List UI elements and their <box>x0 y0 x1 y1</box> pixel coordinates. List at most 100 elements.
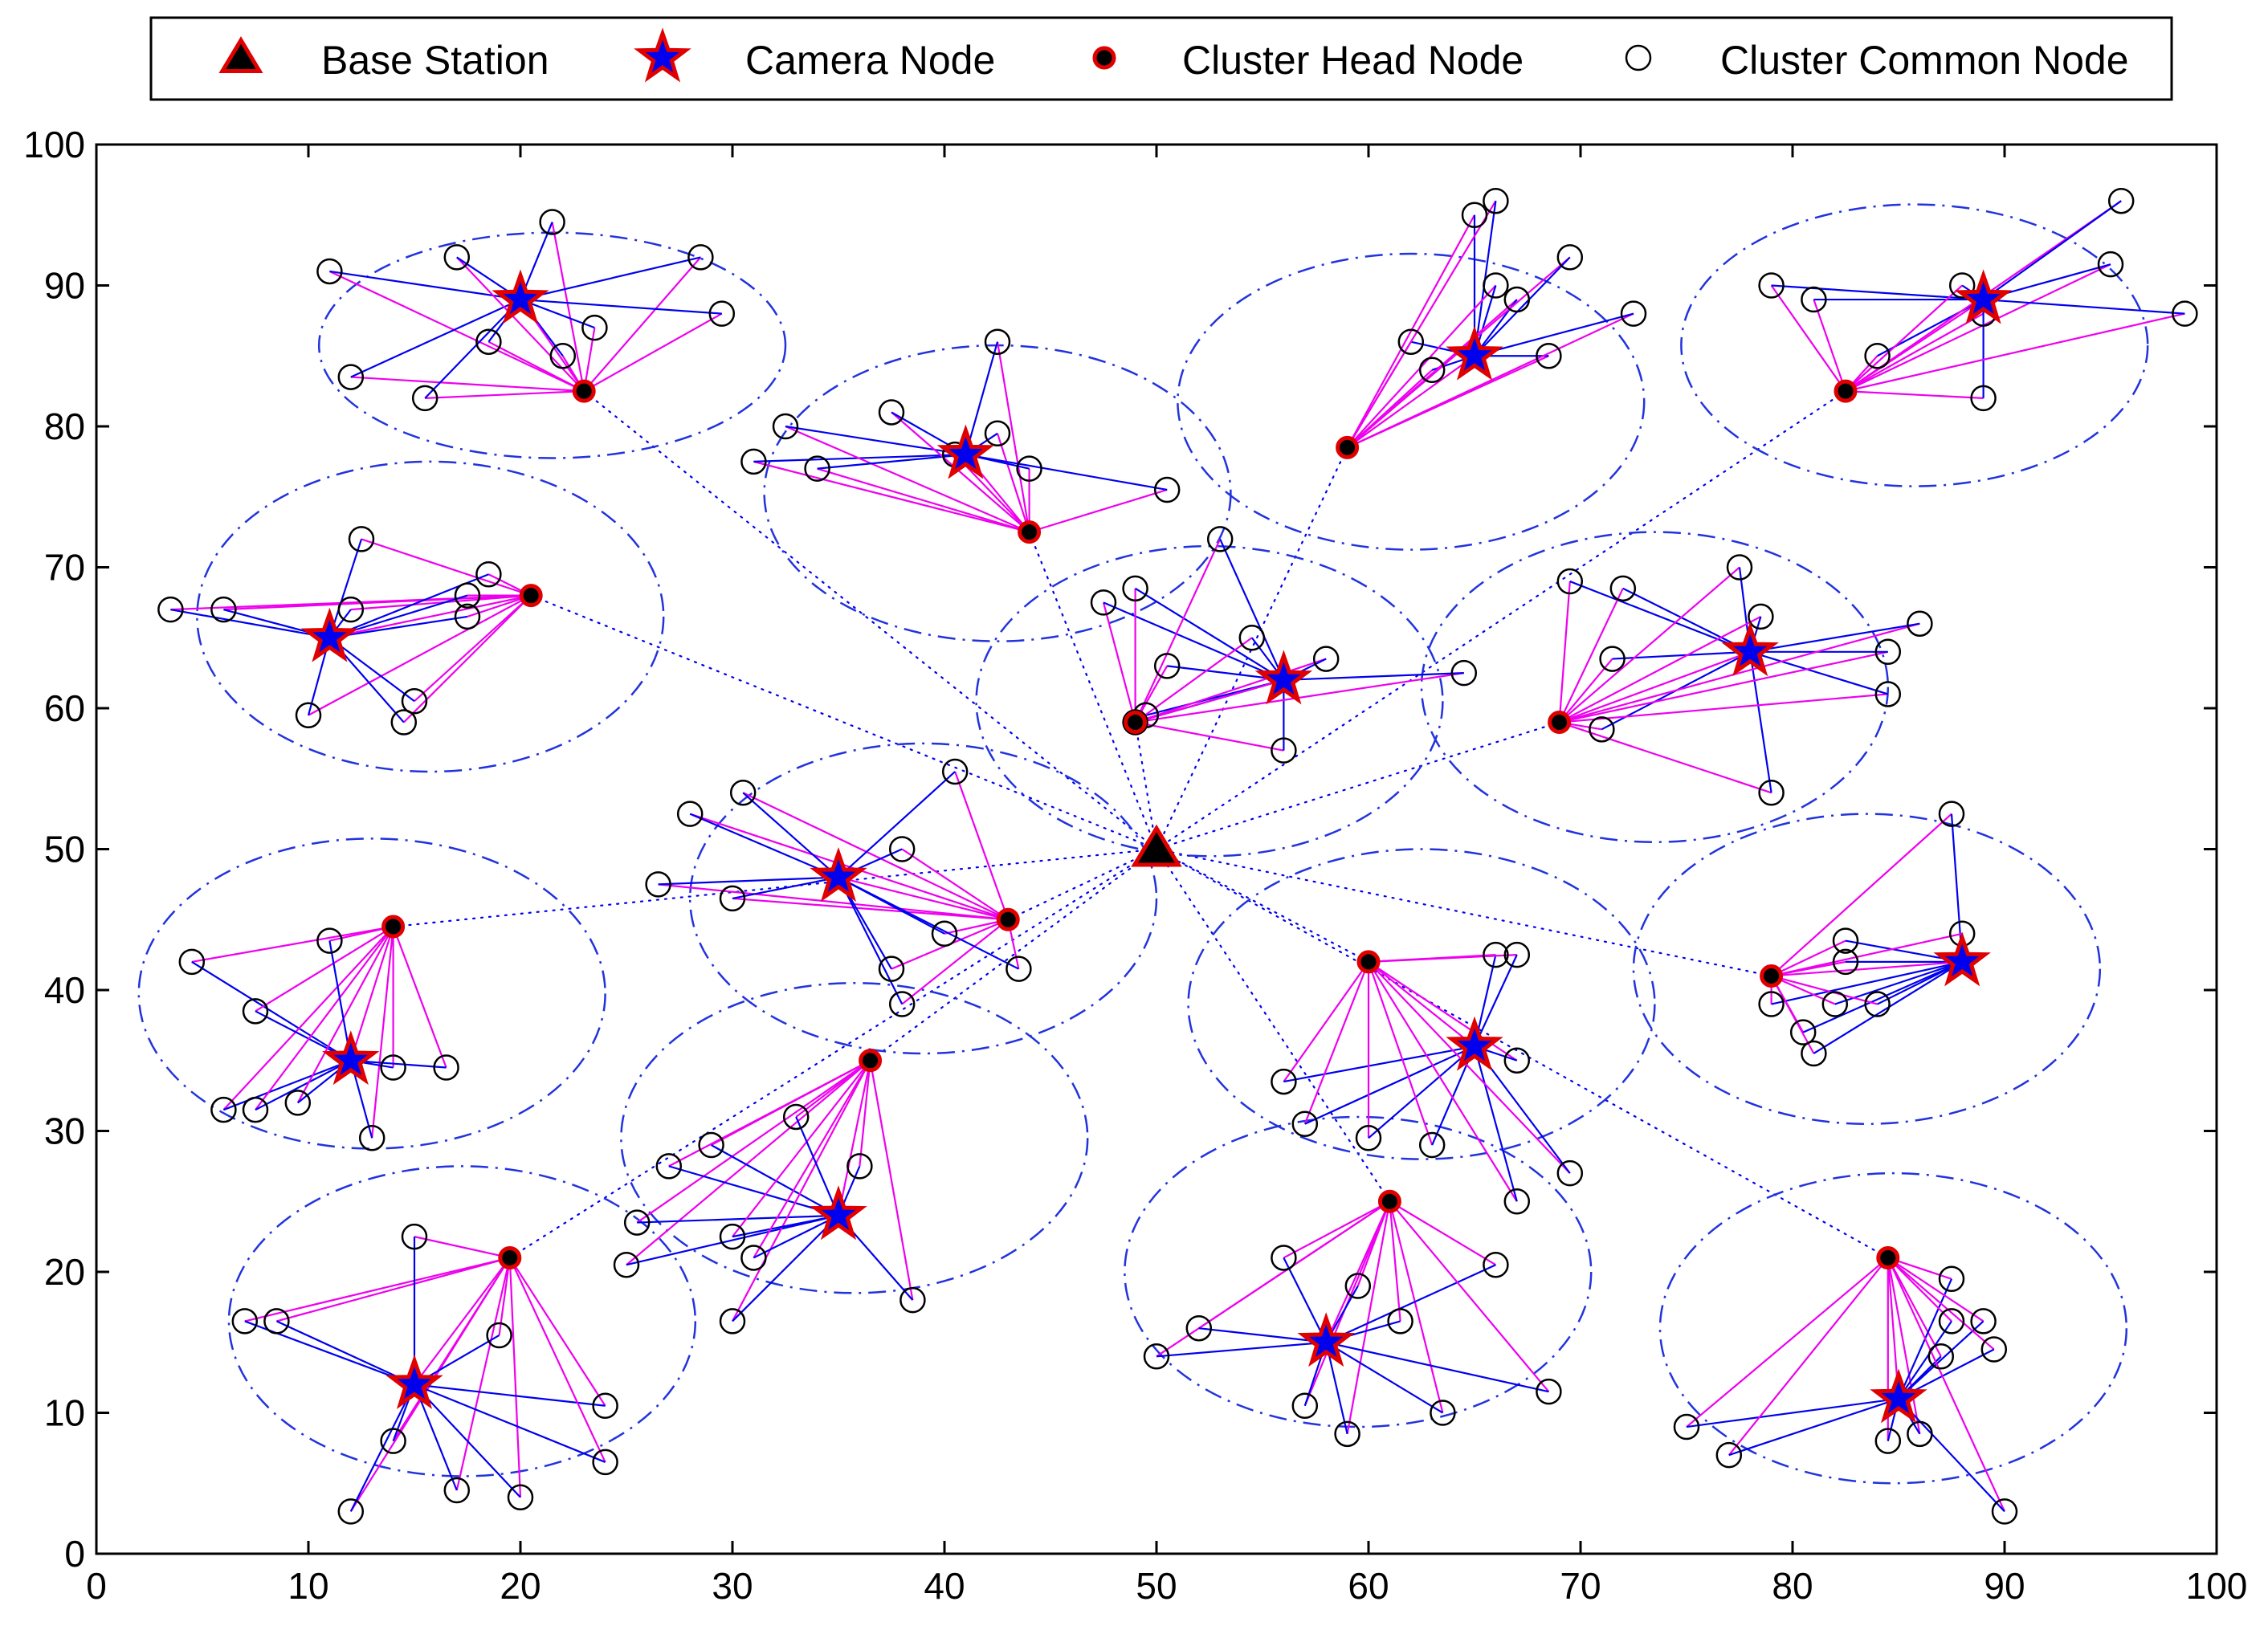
cluster-common-node <box>1715 1441 1743 1469</box>
cluster-common-node <box>1589 716 1615 743</box>
cluster-common-node <box>676 801 704 827</box>
y-tick-label: 30 <box>44 1110 85 1152</box>
head-link <box>255 926 394 1013</box>
cluster-common-node <box>1387 1308 1413 1335</box>
cluster-common-node <box>443 1477 471 1504</box>
head-link <box>1346 200 1497 448</box>
cluster-common-node <box>782 1103 810 1131</box>
x-tick-label: 100 <box>2186 1565 2248 1607</box>
cluster-head-node <box>1018 520 1042 544</box>
camera-link <box>223 1059 352 1111</box>
head-link <box>255 926 394 1110</box>
head-link <box>636 1059 871 1224</box>
camera-link <box>328 637 415 703</box>
cluster-common-node <box>539 209 565 235</box>
cluster-common-node <box>1503 1188 1531 1215</box>
camera-link <box>255 1059 352 1111</box>
x-tick-label: 80 <box>1772 1565 1813 1607</box>
cluster-common-node <box>1874 681 1902 707</box>
cluster-common-node <box>1271 1068 1297 1095</box>
base-station-link <box>392 848 1158 928</box>
head-link <box>785 425 1030 533</box>
head-link <box>658 883 1009 921</box>
head-link <box>1887 1257 1995 1351</box>
cluster-common-node <box>1344 1273 1372 1299</box>
legend: Base Station Camera Node Cluster Head No… <box>149 16 2173 101</box>
head-link <box>1135 721 1284 752</box>
camera-node <box>1446 325 1503 381</box>
cluster-common-node <box>1418 1131 1446 1159</box>
camera-link <box>753 1214 839 1259</box>
camera-head-link <box>329 594 532 639</box>
camera-link <box>1474 256 1571 357</box>
camera-link <box>1325 1342 1348 1435</box>
head-link <box>1559 615 1761 723</box>
head-link <box>626 1059 871 1266</box>
camera-head-link <box>1559 650 1751 723</box>
head-link <box>1367 961 1434 1146</box>
camera-link <box>1474 954 1518 1047</box>
camera-node <box>810 847 867 903</box>
cluster-common-node <box>486 1322 512 1349</box>
base-station-link <box>1134 721 1158 850</box>
camera-link <box>711 1144 839 1216</box>
head-link <box>1559 650 1889 723</box>
camera-link <box>658 876 839 886</box>
cluster-common-node <box>507 1484 534 1511</box>
camera-link <box>275 1320 415 1386</box>
head-link <box>1134 538 1222 723</box>
legend-marker-camera-node <box>634 27 691 83</box>
camera-link <box>838 876 1019 970</box>
camera-head-link <box>838 876 1009 921</box>
camera-link <box>1771 960 1963 1005</box>
cluster-common-node <box>1503 941 1531 968</box>
y-tick-label: 60 <box>44 687 85 729</box>
camera-link <box>965 341 999 455</box>
camera-link <box>689 813 839 878</box>
camera-head-link <box>349 926 394 1062</box>
legend-filled-circle-marker <box>1092 46 1116 70</box>
base-station-links <box>392 390 1889 1259</box>
cluster-head-node <box>1876 1245 1900 1269</box>
head-link <box>1686 1257 1889 1428</box>
head-link <box>1283 1200 1390 1259</box>
cluster-common-node <box>1153 476 1181 503</box>
camera-link <box>520 299 595 329</box>
camera-head-link <box>1135 678 1284 723</box>
legend-star-marker <box>634 27 691 83</box>
cluster-common-node <box>1801 286 1827 313</box>
cluster-common-node <box>1483 941 1509 968</box>
cluster-common-node <box>1503 286 1531 313</box>
base-station-link <box>1155 848 1391 1203</box>
cluster-common-node <box>1620 300 1647 327</box>
cluster-common-node <box>1483 187 1509 214</box>
cluster-common-node <box>157 596 184 623</box>
camera-head-link <box>1845 299 1984 393</box>
camera-link <box>1877 960 1963 1005</box>
camera-link <box>838 877 904 1005</box>
head-link <box>891 411 1030 533</box>
cluster-common-node <box>1970 385 1997 412</box>
base-station-link <box>530 594 1158 850</box>
head-link <box>753 460 1030 533</box>
camera-link <box>329 270 521 301</box>
head-link <box>455 1257 511 1491</box>
head-link <box>414 1236 511 1259</box>
cluster-common-node <box>1980 1336 2008 1363</box>
camera-link <box>1750 622 1920 653</box>
camera-head-link <box>1346 355 1475 449</box>
cluster-head-node <box>519 584 543 608</box>
cluster-common-node <box>1832 948 1859 976</box>
head-link <box>732 1060 871 1237</box>
head-link <box>1728 1257 1889 1456</box>
cluster-boundary <box>1124 1115 1593 1428</box>
x-tick-label: 90 <box>1984 1565 2025 1607</box>
head-link <box>583 312 723 393</box>
cluster-common-node <box>592 1449 618 1476</box>
x-tick-label: 70 <box>1560 1565 1601 1607</box>
cluster-common-node <box>1006 956 1032 982</box>
camera-link <box>1304 1045 1475 1125</box>
cluster-common-node <box>708 300 736 327</box>
camera-link <box>1898 1398 2005 1513</box>
